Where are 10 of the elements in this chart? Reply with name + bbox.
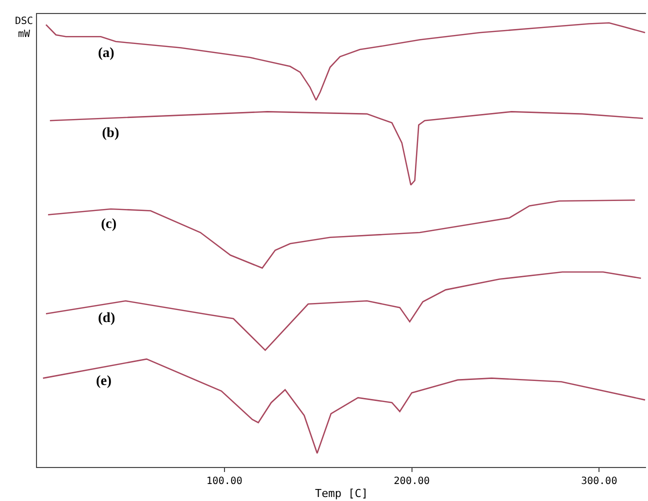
x-tick-label: 200.00 bbox=[394, 476, 430, 487]
series-label: (e) bbox=[96, 374, 112, 389]
series-label: (b) bbox=[102, 126, 120, 141]
series-label: (a) bbox=[98, 46, 115, 61]
x-tick-label: 300.00 bbox=[581, 476, 618, 487]
series-label: (c) bbox=[101, 217, 117, 232]
x-axis-title: Temp [C] bbox=[315, 487, 368, 500]
series-label: (d) bbox=[98, 311, 116, 326]
x-tick-label: 100.00 bbox=[206, 476, 242, 487]
y-axis-title: DSC mW bbox=[15, 16, 34, 40]
